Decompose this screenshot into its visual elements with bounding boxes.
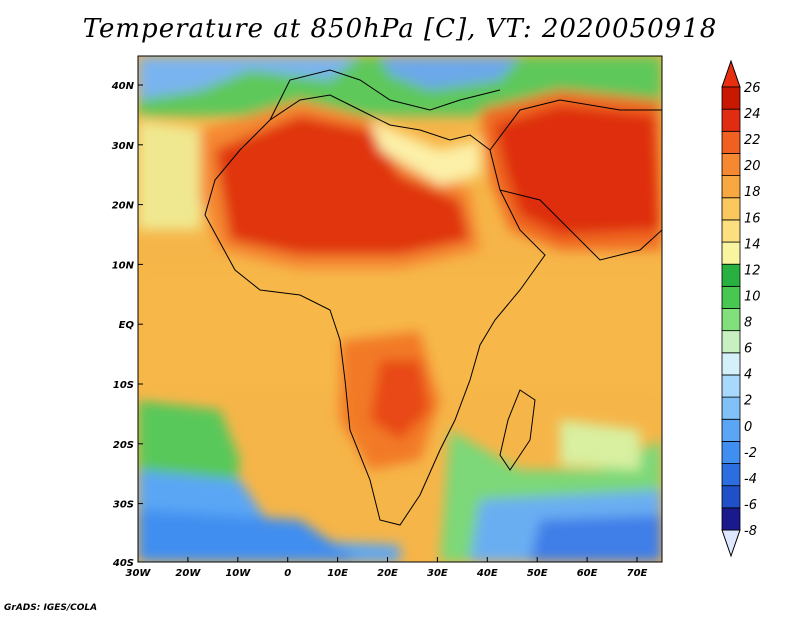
- coastlines: [204, 69, 662, 526]
- colorbar-label: 14: [744, 237, 761, 252]
- lat-tick-label: 20S: [113, 440, 134, 451]
- credit-text: GrADS: IGES/COLA: [4, 603, 98, 613]
- lon-tick-label: 50E: [527, 568, 548, 579]
- latitude-axis: 40N 30N 20N 10N EQ 10S 20S 30S 40S: [111, 81, 143, 569]
- colorbar-label: 24: [744, 107, 761, 122]
- colorbar-swatch: [721, 352, 741, 376]
- colorbar-label: -4: [744, 472, 757, 487]
- chart-title: Temperature at 850hPa [C], VT: 202005091…: [82, 14, 718, 44]
- colorbar-swatch: [721, 396, 741, 420]
- lat-tick-label: 20N: [112, 201, 135, 212]
- colorbar-swatch: [721, 108, 741, 132]
- colorbar-label: 4: [744, 368, 752, 383]
- colorbar-swatch: [721, 153, 741, 176]
- colorbar-label: 0: [744, 420, 752, 435]
- colorbar-label: 10: [744, 289, 761, 304]
- lon-tick-label: 0: [284, 568, 291, 579]
- colorbar-label: 8: [744, 316, 752, 331]
- colorbar-swatch: [721, 86, 741, 110]
- lat-tick-label: 30N: [112, 141, 135, 152]
- colorbar-swatch: [721, 440, 741, 464]
- lat-tick-label: EQ: [119, 320, 135, 331]
- colorbar-swatch: [721, 507, 741, 531]
- colorbar-swatch: [721, 418, 741, 442]
- colorbar-swatch: [721, 485, 741, 509]
- colorbar-swatch: [721, 197, 741, 221]
- lat-tick-label: 10N: [112, 260, 135, 271]
- colorbar-swatch: [721, 263, 741, 287]
- colorbar-over-arrow: [721, 59, 741, 88]
- lat-tick-label: 40S: [112, 558, 134, 569]
- colorbar-label: -2: [744, 446, 757, 461]
- lon-tick-label: 40E: [476, 568, 498, 579]
- lat-tick-label: 40N: [111, 81, 135, 92]
- colorbar-swatch: [721, 374, 741, 398]
- lon-tick-label: 30E: [427, 568, 448, 579]
- plot-frame: [137, 55, 663, 563]
- colorbar-swatch: [721, 285, 741, 309]
- temperature-field: [138, 56, 662, 562]
- colorbar-label: 6: [744, 342, 752, 357]
- colorbar-swatch: [721, 463, 741, 487]
- colorbar-swatch: [721, 175, 741, 199]
- colorbar-label: 26: [744, 81, 761, 96]
- colorbar-swatch: [721, 308, 741, 332]
- lon-tick-label: 30W: [126, 568, 152, 579]
- colorbar-label: 18: [744, 185, 761, 200]
- lon-tick-label: 20E: [377, 568, 398, 579]
- colorbar-label: 22: [744, 133, 761, 148]
- lon-tick-label: 70E: [627, 568, 648, 579]
- lon-tick-label: 10E: [327, 568, 348, 579]
- colorbar-under-arrow: [721, 529, 741, 558]
- lon-tick-label: 10W: [225, 568, 251, 579]
- colorbar-label: -8: [744, 524, 757, 539]
- colorbar-swatch: [721, 219, 741, 243]
- colorbar-swatch: [721, 330, 741, 354]
- lon-tick-label: 60E: [577, 568, 598, 579]
- colorbar-swatch: [721, 130, 741, 154]
- colorbar-label: -6: [744, 498, 757, 513]
- lat-tick-label: 30S: [113, 500, 134, 511]
- longitude-axis: 30W 20W 10W 0 10E 20E 30E 40E 50E 60E 70E: [126, 557, 648, 579]
- colorbar-label: 20: [744, 159, 761, 174]
- lon-tick-label: 20W: [175, 568, 201, 579]
- colorbar-label: 2: [744, 394, 752, 409]
- lat-tick-label: 10S: [113, 380, 134, 391]
- colorbar-label: 16: [744, 211, 761, 226]
- colorbar-swatch: [721, 241, 741, 265]
- colorbar-label: 12: [744, 263, 761, 278]
